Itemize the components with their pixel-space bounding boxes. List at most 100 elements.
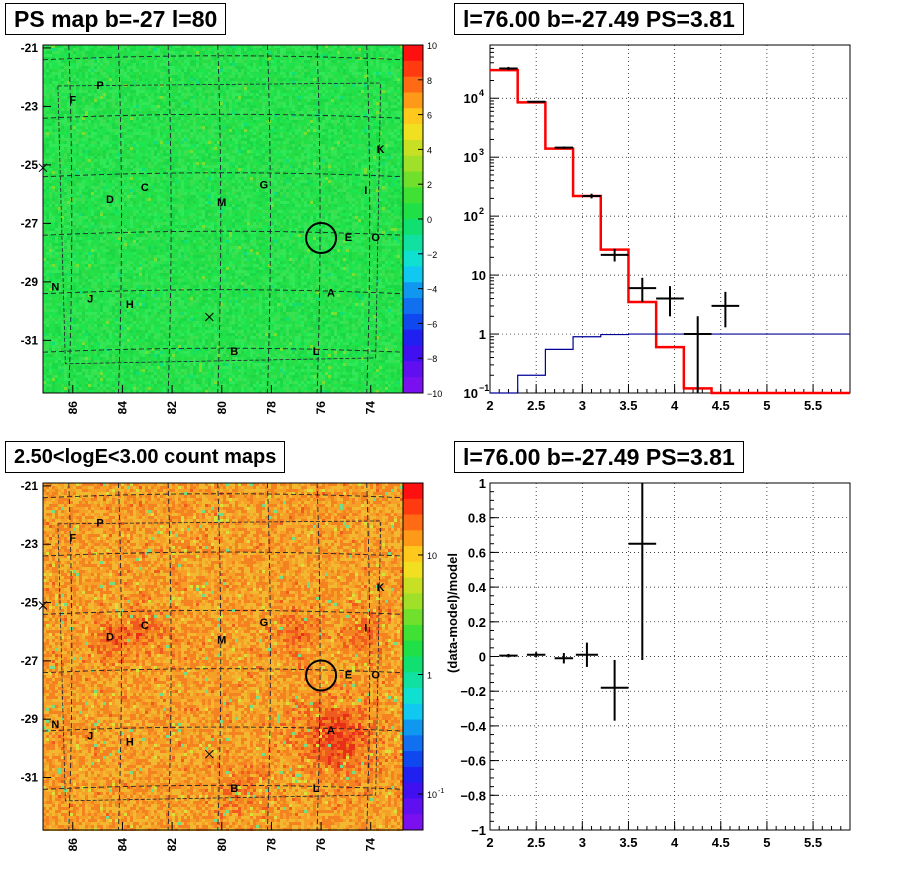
colorbar-cell xyxy=(403,688,423,704)
ps-map-pixels xyxy=(43,45,403,393)
y-tick-label: 0.2 xyxy=(468,615,486,630)
colorbar-cell xyxy=(403,562,423,578)
colorbar-cell xyxy=(403,266,423,282)
x-tick-label: 82 xyxy=(165,838,179,852)
y-tick-label: −0.4 xyxy=(460,719,486,734)
colorbar-cell xyxy=(403,346,423,362)
y-tick-label: -27 xyxy=(21,216,39,230)
x-tick-label: 3 xyxy=(579,835,586,850)
source-label: F xyxy=(69,94,76,106)
colorbar-tick-label: 10 xyxy=(427,41,437,51)
source-label: O xyxy=(371,232,380,244)
colorbar-cell xyxy=(403,298,423,314)
x-tick-label: 3 xyxy=(579,398,586,413)
colorbar-cell xyxy=(403,515,423,531)
x-tick-label: 74 xyxy=(364,838,378,852)
source-label: L xyxy=(313,346,320,358)
colorbar-cell xyxy=(403,140,423,156)
source-label: F xyxy=(69,532,76,544)
y-tick-label: 10 xyxy=(464,386,478,401)
colorbar-cell xyxy=(403,720,423,736)
x-tick-label: 4 xyxy=(671,835,679,850)
source-label: P xyxy=(96,80,103,92)
source-label: D xyxy=(106,194,114,206)
colorbar-cell xyxy=(403,814,423,830)
y-tick-exponent: −1 xyxy=(479,383,489,393)
y-tick-label: -31 xyxy=(21,333,39,347)
x-tick-label: 2.5 xyxy=(527,398,545,413)
colorbar-tick-label: −2 xyxy=(427,250,437,260)
x-tick-label: 82 xyxy=(165,401,179,415)
y-tick-label: 10 xyxy=(464,91,478,106)
y-tick-exponent: 3 xyxy=(479,147,484,157)
colorbar-cell xyxy=(403,219,423,235)
colorbar-cell xyxy=(403,657,423,673)
y-tick-label: -25 xyxy=(21,158,39,172)
x-tick-label: 5 xyxy=(763,398,770,413)
residual-title: l=76.00 b=-27.49 PS=3.81 xyxy=(454,441,744,473)
x-tick-label: 78 xyxy=(264,838,278,852)
x-tick-label: 86 xyxy=(66,838,80,852)
source-label: M xyxy=(217,634,226,646)
colorbar-tick-label: 0 xyxy=(427,215,432,225)
colorbar-tick-label: −8 xyxy=(427,354,437,364)
colorbar-tick-exponent: -1 xyxy=(438,788,444,795)
colorbar-cell xyxy=(403,783,423,799)
y-tick-label: −0.6 xyxy=(460,754,486,769)
y-tick-label: 0.4 xyxy=(468,580,487,595)
y-tick-label: -25 xyxy=(21,596,39,610)
colorbar-cell xyxy=(403,156,423,172)
source-label: A xyxy=(327,725,335,737)
colorbar-cell xyxy=(403,124,423,140)
x-tick-label: 5.5 xyxy=(804,835,822,850)
source-label: G xyxy=(260,617,269,629)
colorbar-cell xyxy=(403,92,423,108)
colorbar-cell xyxy=(403,203,423,219)
y-tick-label: -31 xyxy=(21,771,39,785)
colorbar-tick-label: 2 xyxy=(427,180,432,190)
source-label: C xyxy=(141,620,149,632)
y-tick-label: 10 xyxy=(464,150,478,165)
x-tick-label: 76 xyxy=(314,838,328,852)
y-tick-label: -21 xyxy=(21,41,39,55)
source-label: E xyxy=(345,232,352,244)
count-map-pixels xyxy=(43,483,403,831)
source-label: L xyxy=(313,783,320,795)
source-label: J xyxy=(87,731,93,743)
colorbar-cell xyxy=(403,108,423,124)
source-label: J xyxy=(87,293,93,305)
x-tick-label: 80 xyxy=(215,838,229,852)
colorbar-cell xyxy=(403,609,423,625)
source-label: B xyxy=(230,346,238,358)
count-map-title: 2.50<logE<3.00 count maps xyxy=(5,441,285,473)
colorbar-cell xyxy=(403,187,423,203)
source-label: O xyxy=(371,669,380,681)
source-label: K xyxy=(377,582,385,594)
y-tick-label: -23 xyxy=(21,99,39,113)
y-tick-label: -27 xyxy=(21,654,39,668)
y-tick-label: −1 xyxy=(471,823,486,838)
x-tick-label: 4.5 xyxy=(712,835,730,850)
y-tick-label: 0.8 xyxy=(468,511,486,526)
x-tick-label: 80 xyxy=(215,401,229,415)
y-tick-label: 1 xyxy=(479,476,486,491)
colorbar-cell xyxy=(403,546,423,562)
source-label: N xyxy=(51,719,59,731)
colorbar-tick-label: −10 xyxy=(427,389,442,399)
y-tick-label: 0.6 xyxy=(468,545,486,560)
x-tick-label: 84 xyxy=(115,401,129,415)
colorbar-tick-label: 10 xyxy=(427,551,437,561)
ps-map-title: PS map b=-27 l=80 xyxy=(5,3,226,35)
colorbar-cell xyxy=(403,578,423,594)
source-label: I xyxy=(364,185,367,197)
y-tick-label: 0 xyxy=(479,650,486,665)
x-tick-label: 2.5 xyxy=(527,835,545,850)
x-tick-label: 74 xyxy=(364,401,378,415)
colorbar-tick-label: −6 xyxy=(427,319,437,329)
colorbar-tick-label: 8 xyxy=(427,76,432,86)
colorbar-tick-label: −4 xyxy=(427,285,437,295)
colorbar-cell xyxy=(403,767,423,783)
x-tick-label: 3.5 xyxy=(619,835,637,850)
colorbar-cell xyxy=(403,625,423,641)
